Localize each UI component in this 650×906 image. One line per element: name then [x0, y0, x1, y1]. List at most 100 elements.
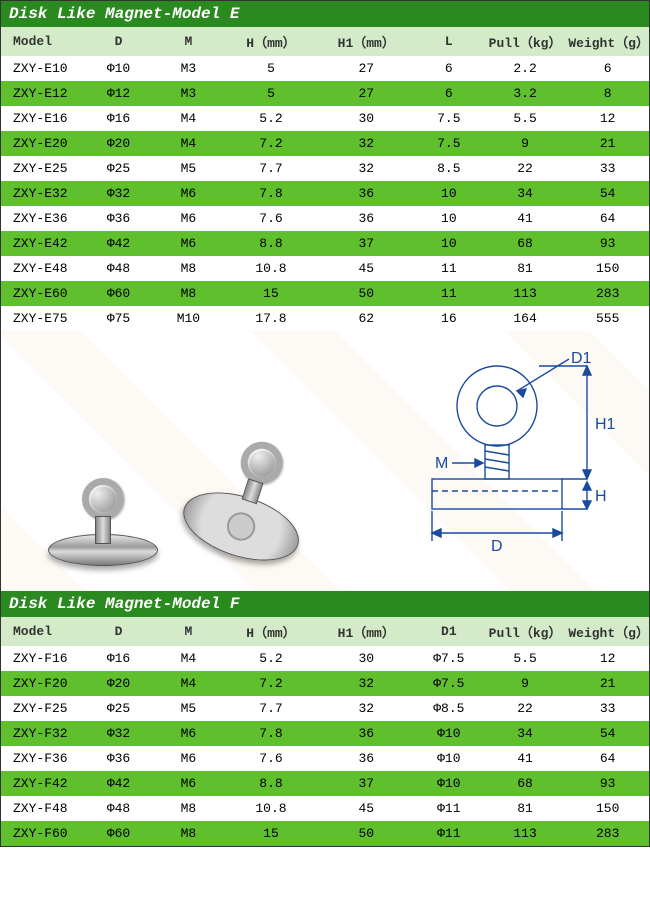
- table-cell: 32: [319, 696, 414, 721]
- table-cell: ZXY-F16: [1, 646, 84, 671]
- table-cell: ZXY-F20: [1, 671, 84, 696]
- table-cell: 68: [484, 231, 567, 256]
- table-row: ZXY-F20Φ20M47.232Φ7.5921: [1, 671, 649, 696]
- col-header: Weight（g）: [566, 27, 649, 56]
- table-cell: Φ20: [84, 131, 154, 156]
- col-header: Weight（g）: [566, 617, 649, 646]
- diagram-label-h: H: [595, 488, 607, 505]
- table-cell: 27: [319, 56, 414, 81]
- table-model-e: ModelDMH（mm）H1（mm）LPull（kg）Weight（g） ZXY…: [1, 27, 649, 331]
- table-cell: 9: [484, 131, 567, 156]
- table-cell: ZXY-E48: [1, 256, 84, 281]
- table-cell: 81: [484, 256, 567, 281]
- table-cell: ZXY-E42: [1, 231, 84, 256]
- table-cell: 37: [319, 231, 414, 256]
- table-cell: 32: [319, 131, 414, 156]
- col-header: D: [84, 27, 154, 56]
- table-cell: 10: [414, 181, 484, 206]
- table-cell: 8: [566, 81, 649, 106]
- table-cell: Φ60: [84, 821, 154, 846]
- table-cell: M4: [153, 106, 223, 131]
- table-cell: M4: [153, 671, 223, 696]
- table-header-row: ModelDMH（mm）H1（mm）D1Pull（kg）Weight（g）: [1, 617, 649, 646]
- table-cell: 9: [484, 671, 567, 696]
- table-model-f: ModelDMH（mm）H1（mm）D1Pull（kg）Weight（g） ZX…: [1, 617, 649, 846]
- table-row: ZXY-E20Φ20M47.2327.5921: [1, 131, 649, 156]
- table-cell: 8.8: [223, 771, 318, 796]
- table-cell: ZXY-F48: [1, 796, 84, 821]
- col-header: Pull（kg）: [484, 27, 567, 56]
- table-cell: 33: [566, 156, 649, 181]
- table-cell: M8: [153, 821, 223, 846]
- table-cell: 164: [484, 306, 567, 331]
- table-cell: Φ32: [84, 721, 154, 746]
- table-cell: 6: [414, 56, 484, 81]
- col-header: Model: [1, 617, 84, 646]
- table-cell: 93: [566, 231, 649, 256]
- table-cell: 54: [566, 181, 649, 206]
- table-cell: 5: [223, 56, 318, 81]
- dimension-diagram: D1 M H1 H D: [347, 351, 627, 571]
- table-cell: Φ32: [84, 181, 154, 206]
- table-cell: 150: [566, 256, 649, 281]
- table-cell: Φ36: [84, 746, 154, 771]
- table-row: ZXY-E10Φ10M352762.26: [1, 56, 649, 81]
- table-cell: Φ48: [84, 796, 154, 821]
- table-cell: 283: [566, 281, 649, 306]
- table-cell: 15: [223, 821, 318, 846]
- col-header: D: [84, 617, 154, 646]
- diagram-label-h1: H1: [595, 416, 616, 433]
- table-cell: Φ20: [84, 671, 154, 696]
- table-cell: M10: [153, 306, 223, 331]
- table-cell: Φ16: [84, 646, 154, 671]
- table-cell: 36: [319, 721, 414, 746]
- table-cell: 30: [319, 106, 414, 131]
- table-row: ZXY-E32Φ32M67.836103454: [1, 181, 649, 206]
- table-cell: M6: [153, 721, 223, 746]
- magnet-side-icon: [175, 479, 308, 573]
- table-cell: Φ10: [414, 771, 484, 796]
- table-cell: 5: [223, 81, 318, 106]
- table-cell: Φ42: [84, 771, 154, 796]
- table-cell: ZXY-F60: [1, 821, 84, 846]
- table-cell: 7.7: [223, 696, 318, 721]
- table-cell: 22: [484, 696, 567, 721]
- table-cell: 6: [566, 56, 649, 81]
- table-cell: 7.2: [223, 131, 318, 156]
- table-cell: 7.6: [223, 746, 318, 771]
- table-cell: 64: [566, 746, 649, 771]
- table-cell: M6: [153, 771, 223, 796]
- table-row: ZXY-F36Φ36M67.636Φ104164: [1, 746, 649, 771]
- table-cell: M8: [153, 281, 223, 306]
- table-cell: M6: [153, 181, 223, 206]
- table-cell: M4: [153, 131, 223, 156]
- table-cell: 283: [566, 821, 649, 846]
- table-cell: 10: [414, 231, 484, 256]
- table-row: ZXY-F25Φ25M57.732Φ8.52233: [1, 696, 649, 721]
- table-row: ZXY-F16Φ16M45.230Φ7.55.512: [1, 646, 649, 671]
- table-cell: Φ7.5: [414, 646, 484, 671]
- table-cell: M3: [153, 81, 223, 106]
- table-cell: 7.5: [414, 106, 484, 131]
- table-row: ZXY-E48Φ48M810.8451181150: [1, 256, 649, 281]
- table-cell: 7.6: [223, 206, 318, 231]
- table-cell: 5.5: [484, 106, 567, 131]
- table-cell: 12: [566, 106, 649, 131]
- table-cell: 7.2: [223, 671, 318, 696]
- table-cell: 10.8: [223, 256, 318, 281]
- table-cell: M3: [153, 56, 223, 81]
- table-cell: Φ42: [84, 231, 154, 256]
- table-cell: 22: [484, 156, 567, 181]
- table-cell: M8: [153, 256, 223, 281]
- table-cell: 10.8: [223, 796, 318, 821]
- table-cell: Φ7.5: [414, 671, 484, 696]
- table-cell: Φ10: [84, 56, 154, 81]
- table-row: ZXY-E42Φ42M68.837106893: [1, 231, 649, 256]
- table-cell: M6: [153, 746, 223, 771]
- table-cell: 17.8: [223, 306, 318, 331]
- table-cell: 32: [319, 671, 414, 696]
- table-cell: ZXY-E16: [1, 106, 84, 131]
- table-cell: 62: [319, 306, 414, 331]
- table-cell: 12: [566, 646, 649, 671]
- table-cell: 8.5: [414, 156, 484, 181]
